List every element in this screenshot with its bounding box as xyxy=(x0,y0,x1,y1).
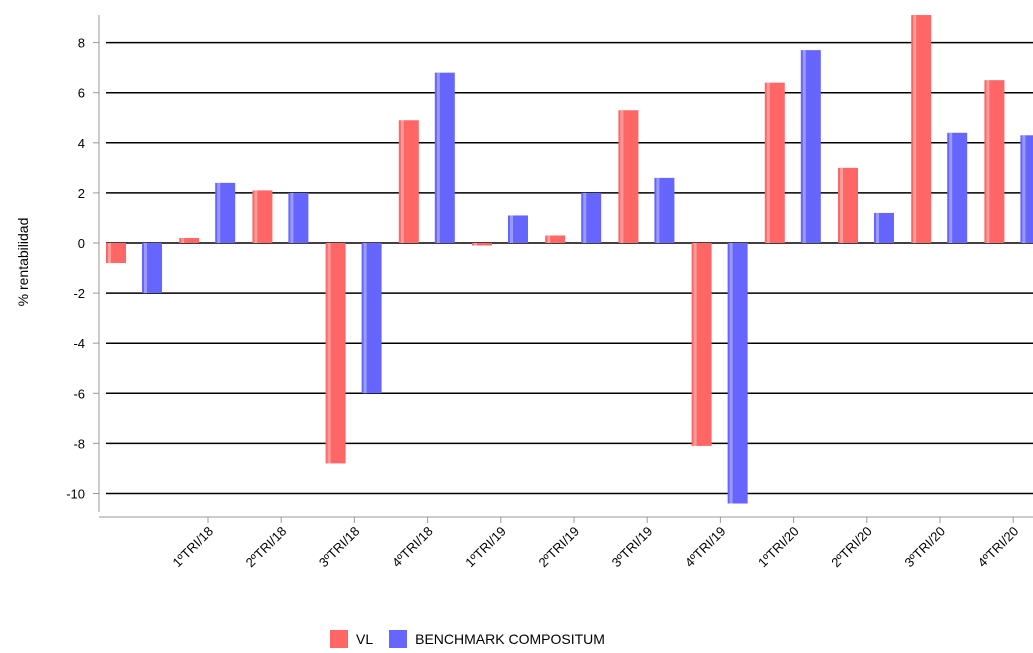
x-tick-label: 4ºTRI/20 xyxy=(975,524,1022,571)
bar-highlight xyxy=(913,15,917,244)
legend-swatch-vl xyxy=(330,630,348,648)
bar-highlight xyxy=(290,192,294,243)
bar-highlight xyxy=(876,212,879,243)
grid-lines xyxy=(106,41,1033,495)
bar-benchmark xyxy=(508,215,528,243)
legend-item-benchmark: BENCHMARK COMPOSITUM xyxy=(389,630,605,648)
bar-highlight xyxy=(400,120,404,243)
bar-highlight xyxy=(620,110,624,243)
x-tick-label: 1ºTRI/18 xyxy=(169,524,216,571)
y-tick-label: -10 xyxy=(66,487,85,502)
x-tick-label: 2ºTRI/19 xyxy=(535,524,582,571)
y-tick-label: 6 xyxy=(78,86,85,101)
bar-vl xyxy=(984,80,1005,243)
bar-vl xyxy=(252,190,273,243)
bar-benchmark xyxy=(361,243,382,394)
bar-benchmark xyxy=(288,192,309,243)
bar-benchmark xyxy=(215,182,236,243)
bar-highlight xyxy=(949,132,953,243)
y-tick-label: -4 xyxy=(73,336,85,351)
x-tick-label: 2ºTRI/20 xyxy=(828,524,875,571)
bar-chart: 8 6 4 2 0 -2 -4 -6 -8 -10 1ºTRI/18 2ºTRI/18 3ºTRI/1… xyxy=(15,15,1033,571)
x-tick-label: 4ºTRI/18 xyxy=(389,524,436,571)
x-tick-label: 3ºTRI/20 xyxy=(901,524,948,571)
y-tick-labels: 8 6 4 2 0 -2 -4 -6 -8 -10 xyxy=(66,36,99,502)
bar-vl xyxy=(764,82,785,244)
bar-highlight xyxy=(802,50,806,243)
bar-benchmark xyxy=(434,72,455,243)
x-tick-label: 3ºTRI/18 xyxy=(316,524,363,571)
bar-benchmark xyxy=(727,243,748,504)
y-tick-label: 4 xyxy=(78,136,85,151)
x-tick-labels: 1ºTRI/18 2ºTRI/18 3ºTRI/18 4ºTRI/18 1ºTRI/19… xyxy=(169,517,1022,571)
x-tick-label: 2ºTRI/18 xyxy=(243,524,290,571)
bar-highlight xyxy=(327,243,331,464)
bar-highlight xyxy=(436,72,440,243)
bar-vl xyxy=(691,243,712,446)
axes xyxy=(98,15,1033,518)
bar-benchmark xyxy=(947,132,968,243)
x-tick-label: 4ºTRI/19 xyxy=(682,524,729,571)
bar-highlight xyxy=(144,243,147,294)
y-tick-label: -2 xyxy=(73,286,85,301)
bar-vl xyxy=(618,110,639,243)
legend-swatch-benchmark xyxy=(389,630,408,648)
bar-highlight xyxy=(363,243,367,394)
bar-vl xyxy=(545,235,566,243)
bar-highlight xyxy=(656,177,660,243)
bar-highlight xyxy=(840,167,843,243)
bar-benchmark xyxy=(654,177,675,243)
bar-benchmark xyxy=(1020,135,1033,243)
bar-highlight xyxy=(474,243,477,246)
bar-vl xyxy=(911,15,932,244)
bar-highlight xyxy=(254,190,258,243)
bar-benchmark xyxy=(142,243,162,294)
bar-vl xyxy=(398,120,419,243)
bar-highlight xyxy=(729,243,733,504)
bar-series xyxy=(106,15,1033,504)
bar-vl xyxy=(325,243,346,464)
y-tick-label: -8 xyxy=(73,436,85,451)
legend: VL BENCHMARK COMPOSITUM xyxy=(330,628,613,650)
bar-highlight xyxy=(181,237,185,243)
y-tick-label: -6 xyxy=(73,386,85,401)
bar-highlight xyxy=(510,215,513,243)
bar-highlight xyxy=(1022,135,1026,243)
bar-highlight xyxy=(217,182,221,243)
bar-vl xyxy=(472,243,492,246)
y-tick-label: 0 xyxy=(78,236,85,251)
bar-highlight xyxy=(583,192,587,243)
bar-vl xyxy=(179,237,200,243)
bar-highlight xyxy=(693,243,697,446)
x-tick-label: 3ºTRI/19 xyxy=(609,524,656,571)
bar-vl xyxy=(106,243,126,264)
y-tick-label: 2 xyxy=(78,186,85,201)
bar-vl xyxy=(838,167,858,243)
bar-benchmark xyxy=(874,212,894,243)
bar-benchmark xyxy=(581,192,602,243)
x-tick-label: 1ºTRI/20 xyxy=(755,524,802,571)
legend-label-vl: VL xyxy=(356,631,374,647)
legend-item-vl: VL xyxy=(330,630,373,648)
bar-highlight xyxy=(986,80,990,243)
legend-label-benchmark: BENCHMARK COMPOSITUM xyxy=(415,631,605,647)
bar-benchmark xyxy=(800,50,821,243)
bar-highlight xyxy=(108,243,111,264)
y-axis-title: % rentabilidad xyxy=(15,218,31,307)
bar-highlight xyxy=(547,235,551,243)
x-tick-label: 1ºTRI/19 xyxy=(462,524,509,571)
bar-highlight xyxy=(766,82,770,244)
y-tick-label: 8 xyxy=(78,36,85,51)
